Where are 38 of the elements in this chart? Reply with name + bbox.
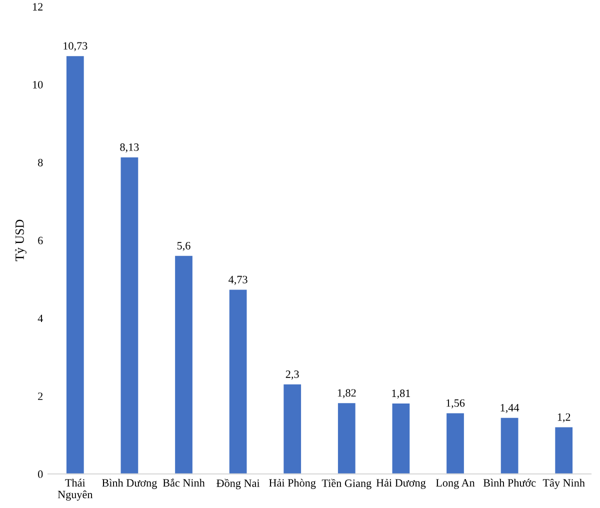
data-label: 1,56 (446, 399, 465, 408)
y-tick-label: 8 (38, 158, 43, 166)
x-tick-label: Thái Nguyên (58, 478, 93, 501)
x-tick-label: Hải Phòng (269, 478, 316, 489)
y-tick-label: 10 (33, 80, 43, 88)
bar (392, 403, 410, 474)
bar (500, 418, 518, 474)
y-tick-label: 12 (33, 3, 43, 10)
data-label: 5,6 (177, 242, 190, 252)
bar (555, 427, 573, 474)
data-label: 10,73 (64, 42, 88, 52)
data-label: 1,82 (338, 389, 356, 398)
x-tick-label: Tây Ninh (542, 478, 585, 489)
y-tick-label: 0 (38, 470, 43, 478)
bar (284, 384, 302, 474)
data-label: 2,3 (286, 370, 299, 380)
data-label: 1,44 (500, 404, 520, 414)
x-tick-label: Tiền Giang (322, 478, 372, 490)
x-tick-label: Bắc Ninh (162, 478, 205, 487)
data-label: 8,13 (120, 143, 139, 153)
bar (229, 290, 247, 474)
y-tick-label: 4 (38, 314, 43, 322)
data-label: 1,2 (558, 413, 570, 422)
bar (66, 56, 84, 474)
x-tick-label: Bình Phước (483, 478, 536, 487)
y-axis-title: Tỷ USD (15, 220, 26, 262)
x-tick-label: Long An (436, 479, 475, 489)
x-tick-label: Hải Dương (376, 478, 426, 489)
data-label: 4,73 (228, 276, 248, 285)
x-tick-label: Đồng Nai (216, 478, 260, 490)
y-tick-label: 2 (38, 392, 43, 400)
bar (120, 157, 138, 474)
bar (446, 413, 464, 474)
data-label: 1,81 (392, 390, 410, 399)
x-tick-label: Bình Dương (102, 478, 157, 489)
y-tick-label: 6 (38, 236, 43, 244)
bar (175, 256, 192, 474)
bar (338, 403, 356, 474)
